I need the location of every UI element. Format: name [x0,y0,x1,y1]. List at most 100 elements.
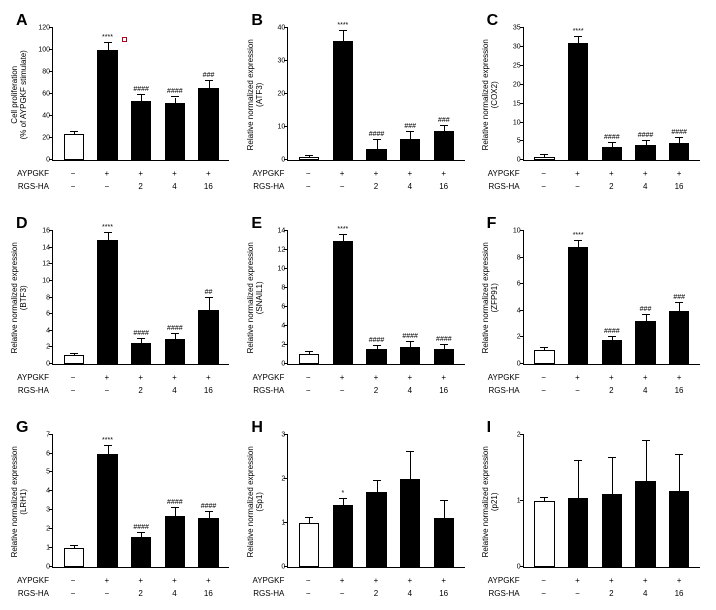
bars-container: ****########## [53,231,229,363]
bar-slot [528,231,562,363]
bar-slot: **** [91,435,125,567]
x-axis-row: RGS-HA−−2416 [52,384,229,397]
y-tick-label: 14 [278,228,286,235]
error-cap [339,234,347,235]
y-tick-label: 2 [46,526,50,533]
y-tick-label: 30 [513,43,521,50]
significance-label: ### [673,294,685,301]
bar-slot: #### [595,231,629,363]
error-bar [410,132,411,139]
bars-container: ****############ [524,28,700,160]
bar-slot [292,231,326,363]
x-cell: 2 [124,386,158,395]
bar [333,241,353,364]
y-tick-label: 80 [42,69,50,76]
x-cell: + [90,373,124,382]
panel-B: BRelative normalized expression(ATF3)010… [245,10,470,203]
x-cell: 2 [594,589,628,598]
x-cell: + [325,576,359,585]
bar-slot [528,28,562,160]
error-bar [175,98,176,104]
y-axis-label: Relative normalized expression(p21) [481,435,501,568]
x-cell: 16 [662,386,696,395]
significance-label: #### [133,86,149,93]
x-cell: + [158,576,192,585]
x-axis-row: RGS-HA−−2416 [523,384,700,397]
y-tick-label: 2 [281,475,285,482]
x-row-label: AYPGKF [9,576,49,585]
y-tick-label: 10 [513,119,521,126]
x-cell: + [359,576,393,585]
plot-area: 0246810121416****########## [52,231,229,364]
x-axis-row: AYPGKF−++++ [287,371,464,384]
x-axis-row: RGS-HA−−2416 [52,180,229,193]
x-cell: + [662,576,696,585]
error-cap [305,517,313,518]
x-cell: − [527,182,561,191]
x-axis-row: RGS-HA−−2416 [287,587,464,600]
x-cell: 16 [427,182,461,191]
y-axis-label: Relative normalized expression(ZFP91) [481,231,501,364]
error-bar [108,446,109,454]
significance-label: #### [369,131,385,138]
y-tick-label: 0 [46,563,50,570]
bar-slot: * [326,435,360,567]
error-bar [578,461,579,497]
bar [568,498,588,567]
bar [165,103,185,160]
error-cap [137,532,145,533]
x-row-label: RGS-HA [9,182,49,191]
bar [198,518,218,567]
plot-area: 0123* [287,435,464,568]
error-bar [377,481,378,492]
y-tick-label: 20 [513,81,521,88]
y-tick-label: 0 [517,360,521,367]
y-tick-label: 6 [517,281,521,288]
y-tick-label: 10 [513,228,521,235]
bar [400,347,420,364]
y-tick-label: 0 [281,360,285,367]
error-bar [209,298,210,310]
y-tick-label: 25 [513,62,521,69]
x-cell: 2 [594,182,628,191]
y-tick-label: 4 [517,307,521,314]
significance-label: #### [167,499,183,506]
x-cell: + [325,373,359,382]
x-cell: + [359,169,393,178]
bar-slot: **** [326,231,360,363]
bar-slot: ### [192,28,226,160]
bar-slot: **** [91,28,125,160]
x-axis-row: RGS-HA−−2416 [523,180,700,193]
error-bar [612,337,613,340]
x-axis: AYPGKF−++++RGS-HA−−2416 [523,165,700,201]
error-bar [612,143,613,147]
error-bar [343,499,344,506]
x-cell: − [56,373,90,382]
x-row-label: AYPGKF [480,576,520,585]
x-cell: + [191,169,225,178]
error-bar [74,546,75,548]
y-tick-label: 60 [42,91,50,98]
significance-label: ### [404,123,416,130]
x-cell: 2 [359,589,393,598]
error-bar [544,498,545,501]
x-cell: + [628,576,662,585]
x-cell: − [56,589,90,598]
significance-label: #### [133,330,149,337]
error-bar [343,31,344,41]
y-tick-label: 15 [513,100,521,107]
ylabel-line2: (BTF3) [20,242,29,353]
axes: 0123* [287,435,464,568]
error-cap [171,507,179,508]
y-tick-label: 4 [46,327,50,334]
x-axis-row: AYPGKF−++++ [52,371,229,384]
x-cell: − [527,169,561,178]
x-cell: + [124,373,158,382]
ylabel-line2: (% of AYPGKF stimulate) [20,50,29,139]
x-axis: AYPGKF−++++RGS-HA−−2416 [52,165,229,201]
axes: 0246810****########## [523,231,700,364]
bar-slot: #### [124,28,158,160]
bar [434,518,454,567]
y-tick-label: 40 [278,25,286,32]
error-cap [440,344,448,345]
